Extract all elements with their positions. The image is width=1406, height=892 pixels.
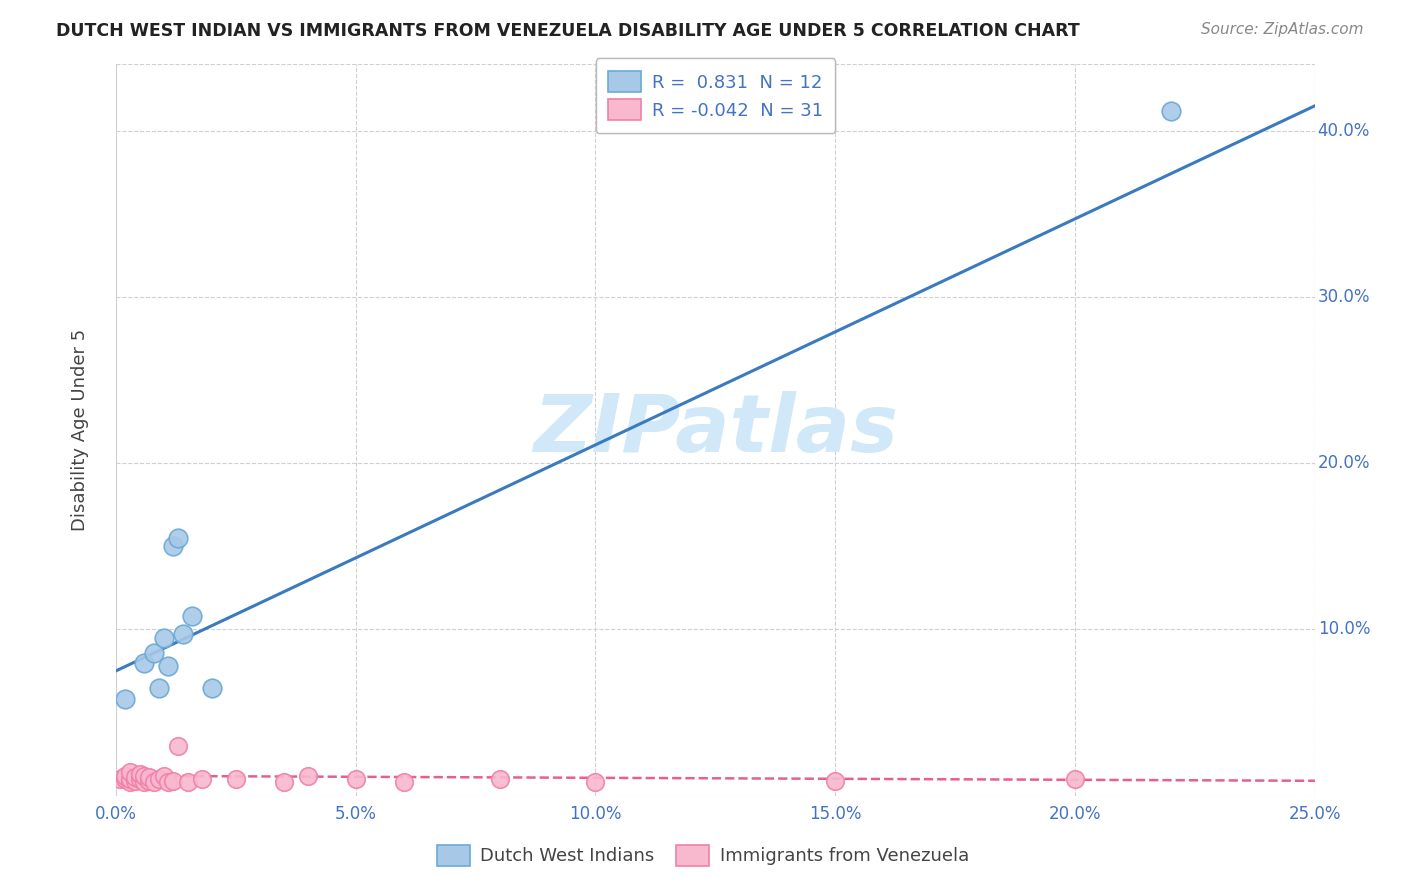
Point — [157, 775, 180, 789]
Point — [297, 769, 319, 783]
Point — [488, 772, 510, 786]
Point — [1064, 772, 1087, 786]
Point — [167, 531, 190, 545]
Point — [152, 631, 174, 645]
Point — [114, 772, 136, 786]
Text: 30.0%: 30.0% — [1317, 288, 1369, 306]
Point — [138, 771, 160, 785]
Point — [124, 771, 146, 785]
Point — [128, 772, 150, 786]
Point — [152, 769, 174, 783]
Point — [148, 772, 170, 786]
Point — [167, 739, 190, 753]
Text: DUTCH WEST INDIAN VS IMMIGRANTS FROM VENEZUELA DISABILITY AGE UNDER 5 CORRELATIO: DUTCH WEST INDIAN VS IMMIGRANTS FROM VEN… — [56, 22, 1080, 40]
Point — [225, 772, 247, 786]
Point — [172, 627, 194, 641]
Point — [824, 773, 846, 788]
Legend: Dutch West Indians, Immigrants from Venezuela: Dutch West Indians, Immigrants from Vene… — [425, 832, 981, 879]
Point — [176, 775, 198, 789]
Point — [110, 772, 132, 786]
Point — [181, 609, 204, 624]
Point — [114, 692, 136, 706]
Point — [114, 769, 136, 783]
Text: 40.0%: 40.0% — [1317, 121, 1369, 139]
Point — [118, 765, 141, 780]
Point — [162, 773, 184, 788]
Legend: R =  0.831  N = 12, R = -0.042  N = 31: R = 0.831 N = 12, R = -0.042 N = 31 — [596, 59, 835, 133]
Point — [157, 659, 180, 673]
Point — [143, 775, 166, 789]
Point — [134, 775, 156, 789]
Point — [392, 775, 415, 789]
Point — [344, 772, 367, 786]
Point — [162, 539, 184, 553]
Point — [585, 775, 607, 789]
Text: Source: ZipAtlas.com: Source: ZipAtlas.com — [1201, 22, 1364, 37]
Point — [143, 646, 166, 660]
Point — [138, 773, 160, 788]
Point — [191, 772, 214, 786]
Point — [148, 681, 170, 695]
Point — [200, 681, 222, 695]
Point — [134, 656, 156, 670]
Point — [118, 772, 141, 786]
Point — [273, 775, 295, 789]
Point — [1160, 103, 1182, 118]
Text: 10.0%: 10.0% — [1317, 621, 1369, 639]
Point — [124, 773, 146, 788]
Point — [134, 769, 156, 783]
Text: ZIPatlas: ZIPatlas — [533, 391, 898, 469]
Text: 20.0%: 20.0% — [1317, 454, 1369, 472]
Y-axis label: Disability Age Under 5: Disability Age Under 5 — [72, 329, 89, 531]
Point — [118, 775, 141, 789]
Point — [128, 767, 150, 781]
